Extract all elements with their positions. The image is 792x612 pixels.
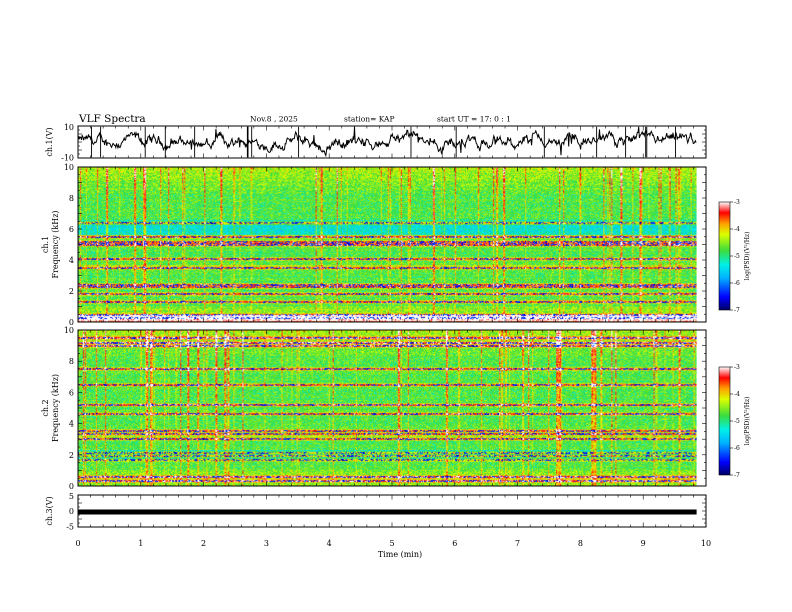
station-label: station= KAP [344,115,395,124]
frequency-tick-label: 10 [64,326,74,335]
ch2-colorbar-scale [719,367,730,475]
time-axis-label: Time (min) [378,550,422,559]
ch1-spectrogram-image [78,167,697,322]
ch1-ytick-bottom: -10 [61,154,74,163]
ch1-colorbar-scale [719,202,730,310]
ch3-level-trace [78,510,697,515]
time-tick-label: 8 [578,539,583,548]
time-tick-label: 0 [75,539,80,548]
time-tick-label: 2 [201,539,206,548]
frequency-tick-label: 6 [69,225,74,234]
time-tick-label: 3 [264,539,269,548]
ch3-ylabel: ch.3(V) [45,496,54,525]
colorbar-tick-label: -6 [734,280,740,287]
frequency-tick-label: 4 [69,420,74,429]
time-tick-label: 9 [641,539,646,548]
ch3-waveform-panel: 5 0 -5 ch.3(V) [45,492,706,532]
date-label: Nov.8 , 2025 [250,115,298,124]
ch2-colorbar-ticks: -3 -4 -5 -6 -7 [730,364,740,479]
frequency-tick-label: 6 [69,388,74,397]
colorbar-tick-label: -4 [734,226,740,233]
ch1-ytick-top: 10 [64,123,74,132]
figure-title: VLF Spectra [78,113,146,125]
vlf-figure: VLF Spectra Nov.8 , 2025 station= KAP st… [0,0,792,612]
colorbar-tick-label: -6 [734,445,740,452]
ch1-colorbar-label: log(PSD)(V²/Hz) [744,232,751,281]
frequency-tick-label: 4 [69,256,74,265]
frequency-tick-label: 8 [69,194,74,203]
colorbar-tick-label: -4 [734,391,740,398]
colorbar-tick-label: -5 [734,253,740,260]
ch3-ytick-middle: 0 [69,507,74,516]
ch1-spec-ylabel-frequency: Frequency (kHz) [51,210,60,278]
ch1-colorbar: -3 -4 -5 -6 -7 log(PSD)(V²/Hz) [719,199,751,314]
ch1-ylabel: ch.1(V) [45,127,54,156]
time-axis-tick-labels: 0 1 2 3 4 5 6 7 8 9 10 [75,539,711,548]
ch2-spectrogram-panel: 0 2 4 6 8 10 ch.2 Frequency (kHz) [41,326,706,491]
colorbar-tick-label: -7 [734,472,740,479]
frequency-tick-label: 2 [69,451,74,460]
time-tick-label: 5 [389,539,394,548]
ch3-ytick-top: 5 [69,492,74,501]
ch3-ytick-bottom: -5 [66,523,74,532]
frequency-tick-label: 8 [69,357,74,366]
ch2-spec-ylabel-channel: ch.2 [41,399,50,416]
time-tick-label: 6 [452,539,457,548]
time-tick-label: 10 [701,539,711,548]
frequency-tick-label: 0 [69,482,74,491]
frequency-tick-label: 10 [64,163,74,172]
ch1-waveform-panel: 10 -10 ch.1(V) [45,123,706,163]
time-tick-label: 7 [515,539,520,548]
ch2-spec-ylabel-frequency: Frequency (kHz) [51,374,60,442]
frequency-tick-label: 2 [69,287,74,296]
ch2-colorbar-label: log(PSD)(V²/Hz) [744,397,751,446]
ch2-colorbar: -3 -4 -5 -6 -7 log(PSD)(V²/Hz) [719,364,751,479]
colorbar-tick-label: -3 [734,364,740,371]
ch1-colorbar-ticks: -3 -4 -5 -6 -7 [730,199,740,314]
colorbar-tick-label: -5 [734,418,740,425]
colorbar-tick-label: -7 [734,307,740,314]
start-time-label: start UT = 17: 0 : 1 [437,115,511,124]
ch2-spectrogram-yticks: 0 2 4 6 8 10 [64,326,74,491]
time-tick-label: 1 [138,539,143,548]
time-tick-label: 4 [327,539,332,548]
colorbar-tick-label: -3 [734,199,740,206]
ch2-spectrogram-image [78,330,697,486]
ch1-spec-ylabel-channel: ch.1 [41,236,50,253]
